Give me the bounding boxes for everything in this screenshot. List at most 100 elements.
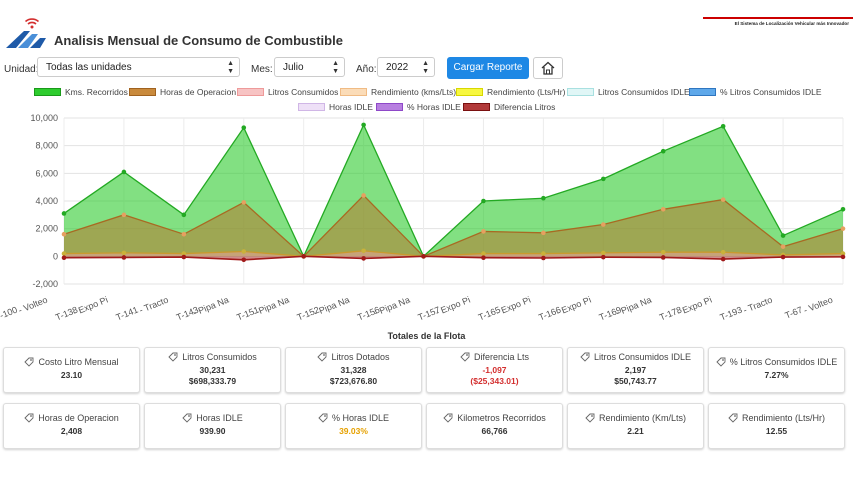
tagline-divider: [703, 17, 853, 19]
card-value: 2,408: [60, 426, 83, 436]
x-tick-label: - Expo Pi: [495, 295, 533, 318]
series-point: [660, 148, 666, 154]
total-card: Horas de Operacion 2,408: [3, 403, 140, 449]
y-tick-label: 0: [53, 251, 58, 261]
series-point: [301, 254, 306, 259]
series-point: [601, 254, 606, 260]
series-point: [61, 255, 67, 261]
series-point: [181, 231, 187, 237]
x-tick-label: - Pipa Na: [312, 295, 351, 318]
series-point: [541, 255, 546, 261]
series-point: [181, 212, 187, 218]
tag-icon: [716, 357, 726, 367]
series-point: [481, 198, 486, 204]
company-logo-icon: [6, 18, 46, 48]
series-point: [361, 193, 366, 198]
total-card: Rendimiento (Lts/Hr) 12.55: [708, 403, 845, 449]
x-tick-label: - Volteo: [17, 295, 49, 316]
x-tick-label: - Volteo: [802, 295, 834, 316]
y-tick-label: 6,000: [35, 168, 58, 178]
series-point: [601, 222, 606, 227]
card-label: Horas IDLE: [145, 413, 280, 423]
series-point: [181, 254, 187, 260]
tag-icon: [443, 413, 453, 423]
totals-title: Totales de la Flota: [387, 331, 466, 341]
chart-legend: Kms. Recorridos Horas de Operacion Litro…: [0, 84, 853, 118]
x-tick-label: T-193: [718, 305, 743, 323]
x-tick-label: - Tracto: [138, 295, 170, 316]
card-label: Costo Litro Mensual: [4, 357, 139, 367]
total-card: Litros Consumidos IDLE 2,197 $50,743.77: [567, 347, 704, 393]
legend-item-horas-operacion[interactable]: Horas de Operacion: [129, 87, 236, 97]
series-point: [121, 212, 127, 218]
legend-item-horas-idle[interactable]: Horas IDLE: [298, 102, 373, 112]
header: Analisis Mensual de Consumo de Combustib…: [0, 0, 853, 56]
x-tick-label: - Pipa Na: [614, 295, 653, 318]
legend-item-kms[interactable]: Kms. Recorridos: [34, 87, 128, 97]
legend-item-litros[interactable]: Litros Consumidos: [237, 87, 338, 97]
series-point: [121, 255, 127, 260]
series-point: [720, 249, 726, 255]
x-tick-label: - Pipa Na: [252, 295, 291, 318]
card-value: 7.27%: [764, 370, 789, 380]
series-point: [660, 255, 666, 260]
card-label: Litros Dotados: [286, 352, 421, 362]
card-value-secondary: $50,743.77: [614, 376, 657, 386]
load-report-button[interactable]: Cargar Reporte: [447, 57, 529, 79]
legend-item-litros-idle[interactable]: Litros Consumidos IDLE: [567, 87, 690, 97]
legend-item-pct-horas-idle[interactable]: % Horas IDLE: [376, 102, 461, 112]
series-point: [241, 125, 247, 130]
series-point: [720, 124, 726, 129]
tag-icon: [580, 352, 590, 362]
series-point: [361, 122, 366, 128]
tag-icon: [317, 352, 327, 362]
series-point: [121, 169, 127, 175]
year-select-value: 2022: [386, 62, 409, 73]
year-select[interactable]: 2022 ▲ ▼: [377, 57, 435, 77]
total-card: % Horas IDLE 39.03%: [285, 403, 422, 449]
tagline: El Sistema de Localización Vehicular más…: [734, 21, 849, 26]
x-tick-label: T-141: [114, 305, 139, 323]
card-value: -1,097: [482, 365, 507, 375]
legend-item-pct-litros-idle[interactable]: % Litros Consumidos IDLE: [689, 87, 822, 97]
total-card: Kilometros Recorridos 66,766: [426, 403, 563, 449]
card-label: Litros Consumidos: [145, 352, 280, 362]
total-card: Diferencia Lts -1,097 ($25,343.01): [426, 347, 563, 393]
series-point: [481, 251, 486, 256]
home-button[interactable]: [533, 57, 563, 79]
card-value: 30,231: [199, 365, 226, 375]
month-select[interactable]: Julio ▲ ▼: [274, 57, 345, 77]
y-tick-label: 8,000: [35, 141, 58, 151]
legend-item-rendimiento-km[interactable]: Rendimiento (kms/Lts): [340, 87, 456, 97]
series-point: [840, 254, 846, 260]
series-area-1: [64, 195, 843, 257]
series-point: [361, 256, 366, 261]
series-point: [481, 255, 486, 261]
area-chart: 10,0008,0006,0004,0002,0000-2,000T-100- …: [0, 113, 846, 323]
series-point: [720, 256, 726, 262]
series-line-3: [63, 255, 844, 261]
series-point: [780, 233, 786, 238]
y-tick-label: -2,000: [32, 279, 58, 289]
series-line-0: [63, 123, 844, 258]
month-select-value: Julio: [283, 62, 304, 73]
x-tick-label: - Pipa Na: [192, 295, 231, 318]
series-point: [780, 254, 786, 260]
series-point: [660, 207, 666, 212]
unit-select[interactable]: Todas las unidades ▲ ▼: [37, 57, 240, 77]
unit-label: Unidad:: [4, 64, 39, 75]
series-point: [421, 254, 426, 259]
series-point: [541, 230, 546, 236]
home-icon: [541, 61, 555, 75]
legend-item-diferencia[interactable]: Diferencia Litros: [463, 102, 555, 112]
series-point: [241, 257, 247, 263]
tag-icon: [24, 413, 34, 423]
series-point: [241, 249, 247, 254]
card-value: 66,766: [481, 426, 508, 436]
legend-item-rendimiento-lts[interactable]: Rendimiento (Lts/Hr): [456, 87, 565, 97]
series-point: [61, 231, 67, 237]
tag-icon: [182, 413, 192, 423]
total-card: % Litros Consumidos IDLE 7.27%: [708, 347, 845, 393]
card-value: 39.03%: [339, 426, 368, 436]
total-card: Rendimiento (Km/Lts) 2.21: [567, 403, 704, 449]
